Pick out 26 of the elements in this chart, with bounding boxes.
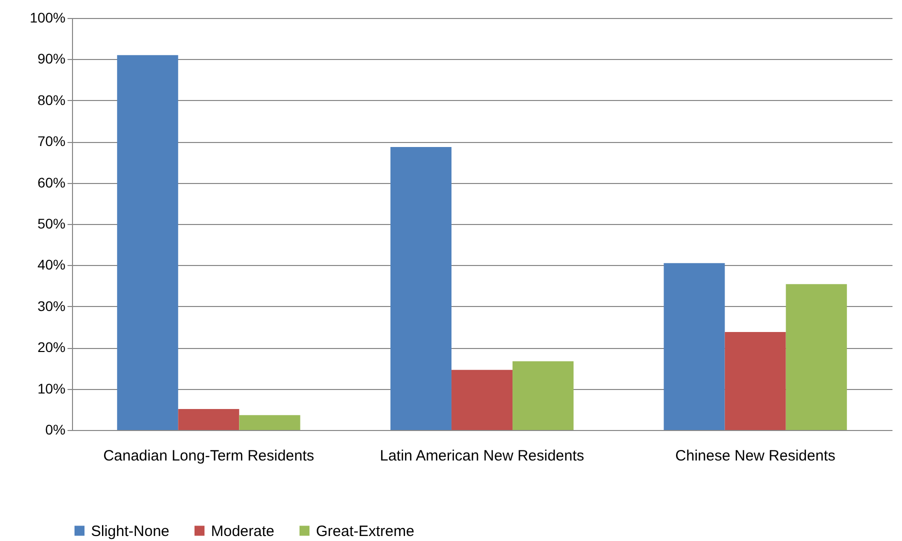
x-tick-label: Canadian Long-Term Residents	[103, 448, 314, 464]
y-tick-label: 60%	[37, 174, 66, 190]
bar	[512, 361, 574, 430]
y-tick-label: 20%	[37, 339, 66, 356]
legend-label: Moderate	[211, 522, 274, 540]
legend-label: Slight-None	[91, 522, 170, 540]
bar	[117, 55, 178, 430]
legend-label: Great-Extreme	[316, 522, 414, 540]
y-tick-label: 90%	[37, 50, 66, 67]
y-tick-label: 30%	[37, 298, 66, 314]
y-tick-label: 0%	[45, 422, 66, 438]
x-tick-label: Chinese New Residents	[675, 448, 836, 464]
bar	[451, 370, 513, 430]
bar	[178, 408, 240, 430]
y-tick-label: 100%	[30, 10, 66, 26]
x-tick-label: Latin American New Residents	[380, 448, 584, 464]
y-tick-label: 80%	[37, 92, 66, 108]
y-tick-label: 50%	[37, 216, 66, 232]
bar	[390, 146, 452, 430]
bar	[239, 415, 300, 430]
y-tick-label: 70%	[37, 133, 66, 150]
bar	[786, 284, 847, 430]
y-tick-label: 40%	[37, 256, 66, 273]
bar	[664, 263, 725, 430]
y-tick-label: 10%	[37, 380, 66, 396]
bar	[724, 332, 786, 430]
